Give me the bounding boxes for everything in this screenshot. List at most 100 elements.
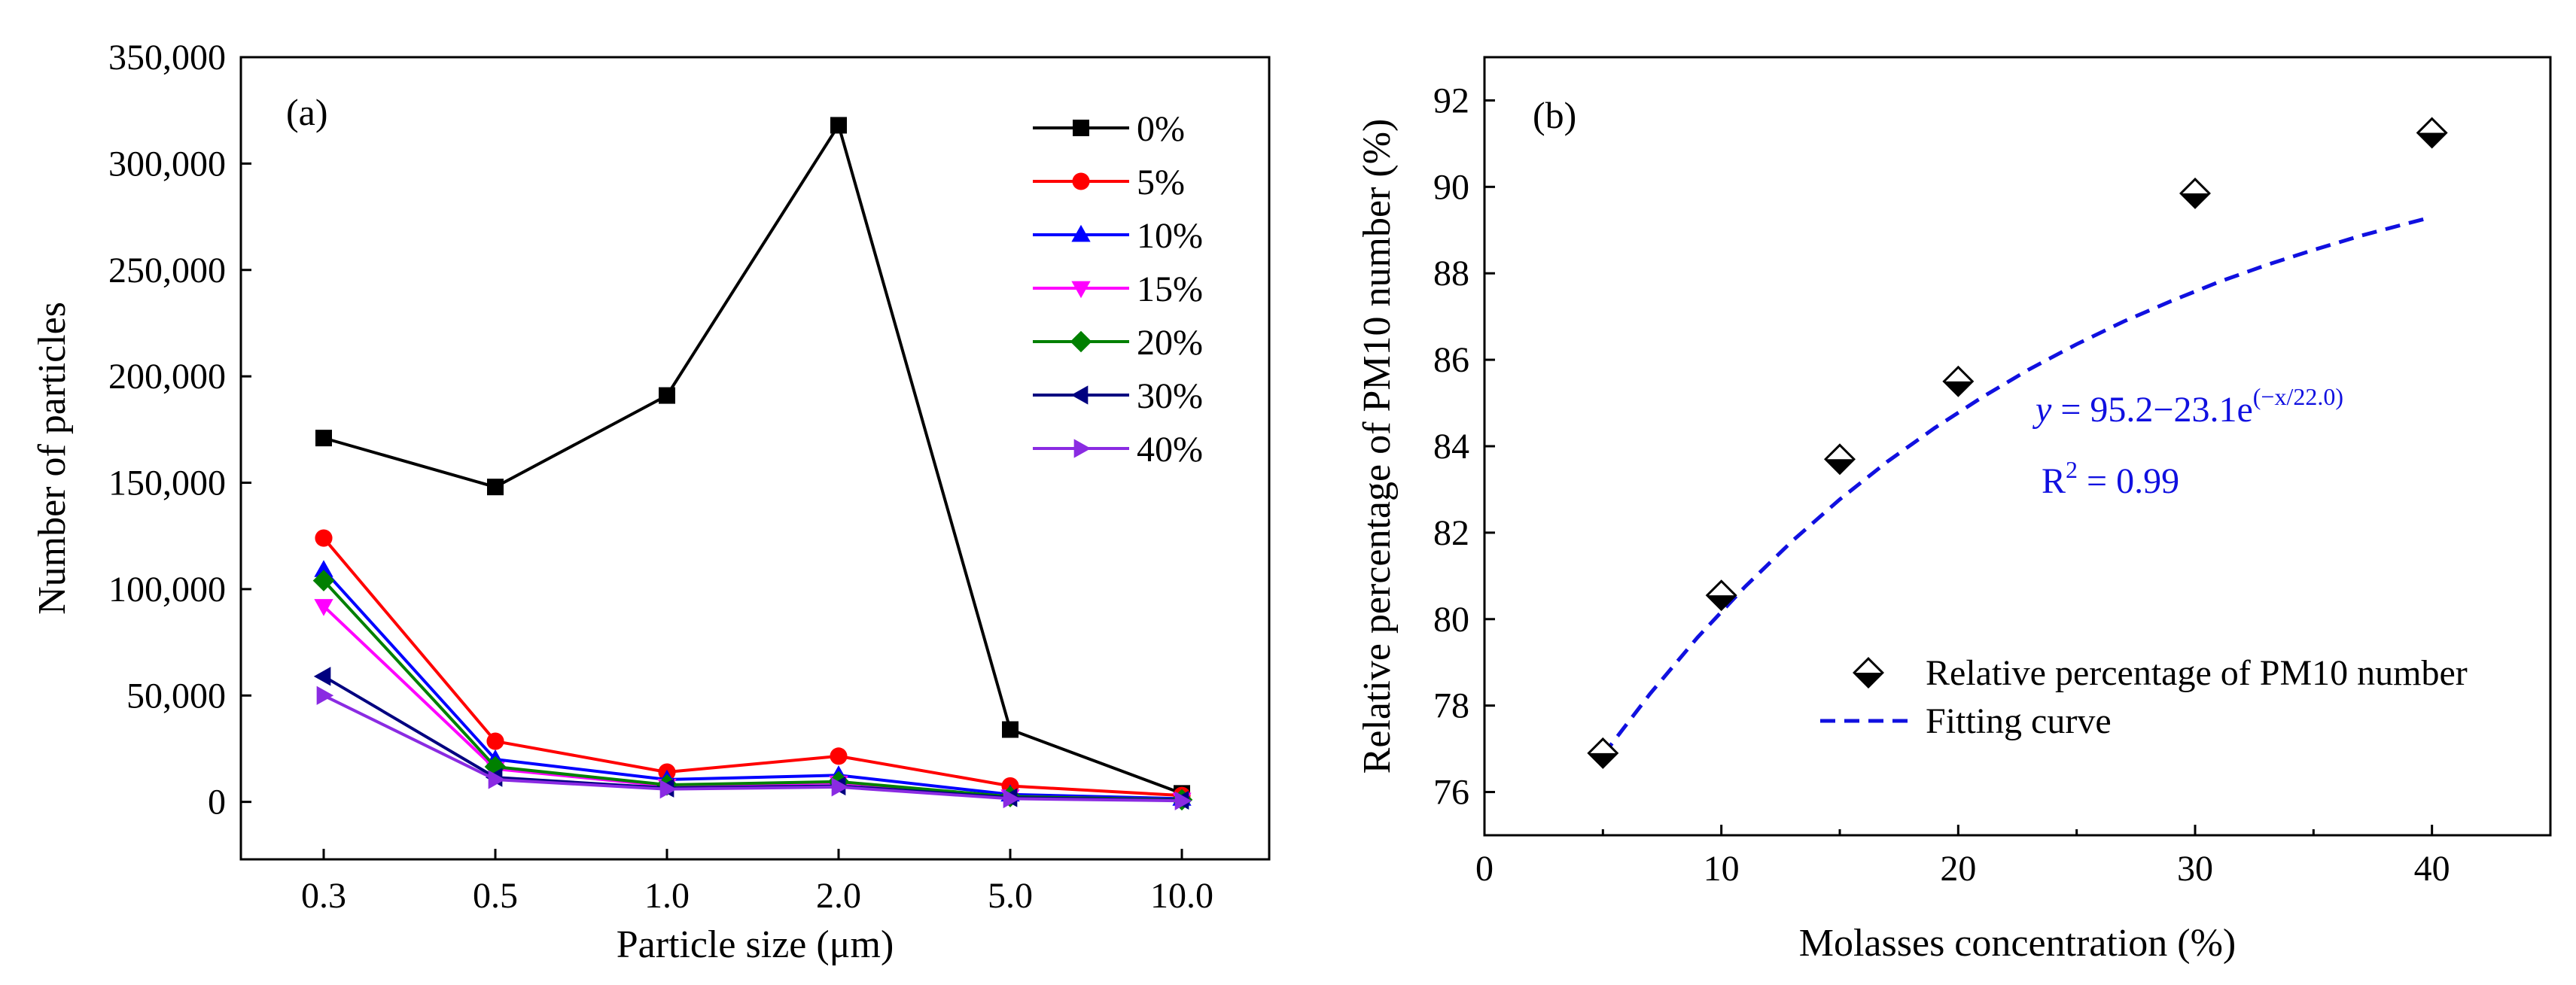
data-point — [1002, 721, 1019, 738]
x-axis-title-b: Molasses concentration (%) — [1799, 922, 2236, 965]
legend-item-a: 10% — [1033, 216, 1203, 256]
marker-fill — [1707, 595, 1736, 610]
x-tick-label-a: 0.5 — [473, 876, 518, 916]
legend-marker — [1071, 281, 1091, 299]
legend-marker — [1072, 172, 1090, 190]
y-tick-label-b: 90 — [1433, 167, 1469, 207]
x-tick-label-a: 0.3 — [301, 876, 346, 916]
series-line — [322, 569, 1183, 801]
series-line — [323, 694, 1183, 803]
y-tick-label-a: 50,000 — [126, 676, 226, 716]
series-pm10-points — [1587, 117, 2448, 769]
legend-item-a: 5% — [1033, 163, 1185, 202]
data-point — [2179, 177, 2211, 209]
data-point — [1824, 443, 1856, 476]
marker-fill — [1588, 752, 1618, 768]
y-tick-label-b: 76 — [1433, 773, 1469, 813]
data-point — [2416, 117, 2448, 149]
data-point — [1174, 791, 1192, 810]
panel-label-b: (b) — [1533, 94, 1576, 136]
fit-equation-body: = 95.2−23.1e — [2051, 390, 2252, 430]
legend-item-a: 30% — [1033, 376, 1203, 416]
y-tick-label-a: 150,000 — [108, 464, 226, 503]
y-tick-label-b: 82 — [1433, 513, 1469, 553]
x-tick-label-a: 10.0 — [1150, 876, 1213, 916]
x-axis-a: 0.3 0.5 1.0 2.0 5.0 10.0 — [301, 849, 1213, 916]
x-axis-title-a: Particle size (μm) — [617, 923, 894, 966]
y-tick-label-a: 0 — [208, 783, 226, 822]
legend-marker — [1073, 439, 1092, 458]
marker-fill — [2417, 132, 2447, 147]
y-tick-label-a: 100,000 — [108, 570, 226, 610]
legend-a: 0% 5% 10% 15% 20% 30% 40% — [1033, 109, 1203, 470]
data-point — [316, 686, 334, 705]
legend-item-points: Relative percentage of PM10 number — [1853, 653, 2468, 693]
r2-superscript: 2 — [2066, 456, 2078, 483]
y-axis-title-b: Relative percentage of PM10 number (%) — [1356, 119, 1399, 774]
legend-item-a: 0% — [1033, 109, 1185, 149]
data-point — [315, 529, 333, 547]
y-tick-label-b: 92 — [1433, 81, 1469, 120]
x-tick-label-a: 5.0 — [988, 876, 1033, 916]
legend-item-a: 20% — [1033, 323, 1203, 363]
data-point — [486, 732, 504, 750]
data-point — [659, 387, 675, 404]
legend-label: 0% — [1137, 109, 1185, 149]
x-tick-label-b: 10 — [1704, 849, 1740, 889]
fit-r-squared: R2 = 0.99 — [2042, 456, 2179, 501]
series-group-b — [1587, 117, 2448, 769]
series-group-a — [312, 117, 1193, 811]
data-point — [315, 430, 332, 447]
data-point — [830, 117, 847, 134]
legend-label: 30% — [1137, 376, 1203, 416]
fitting-curve-line — [1601, 215, 2433, 757]
data-point — [831, 777, 849, 797]
series-a-5 — [312, 570, 1193, 811]
data-point — [1705, 579, 1737, 612]
series-line — [322, 605, 1183, 801]
data-point — [488, 770, 506, 789]
x-tick-label-b: 20 — [1940, 849, 1976, 889]
marker-fill — [2181, 193, 2209, 208]
legend-marker — [1070, 385, 1089, 405]
y-tick-label-a: 300,000 — [108, 144, 226, 184]
data-point — [313, 667, 331, 686]
legend-b: Relative percentage of PM10 number Fittin… — [1820, 653, 2468, 741]
legend-label: 15% — [1137, 269, 1203, 309]
y-tick-label-b: 84 — [1433, 427, 1469, 467]
y-axis-b: 76 78 80 82 84 86 88 90 92 — [1433, 81, 1495, 813]
data-point — [659, 780, 677, 799]
y-tick-label-b: 86 — [1433, 340, 1469, 380]
y-tick-label-a: 350,000 — [108, 38, 226, 78]
marker-fill — [1825, 459, 1854, 474]
data-point — [1942, 365, 1975, 397]
y-tick-label-a: 250,000 — [108, 251, 226, 290]
x-tick-label-b: 30 — [2177, 849, 2213, 889]
x-tick-label-b: 0 — [1475, 849, 1494, 889]
series-line — [322, 537, 1183, 798]
fit-equation: y = 95.2−23.1e(−x/22.0) — [2032, 383, 2343, 430]
data-point — [314, 599, 333, 616]
legend-label: 10% — [1137, 216, 1203, 256]
series-a-7 — [316, 686, 1192, 810]
data-point — [830, 747, 848, 765]
data-point — [312, 570, 335, 591]
data-point — [1587, 737, 1619, 769]
legend-item-fit: Fitting curve — [1820, 701, 2112, 741]
y-axis-title-a: Number of particles — [31, 302, 74, 615]
r2-suffix: = 0.99 — [2078, 461, 2179, 501]
fit-equation-exponent: (−x/22.0) — [2253, 383, 2343, 410]
data-point — [314, 560, 333, 577]
x-tick-label-a: 2.0 — [816, 876, 861, 916]
series-line — [322, 675, 1183, 802]
x-axis-b: 0 10 20 30 40 — [1475, 825, 2450, 889]
chart-b: 76 78 80 82 84 86 88 90 92 0 10 20 30 40 (b) Molasse… — [1356, 56, 2552, 965]
x-tick-label-b: 40 — [2414, 849, 2450, 889]
series-fitting-curve — [1601, 215, 2433, 757]
series-a-1 — [315, 117, 1190, 802]
legend-marker — [1071, 224, 1091, 242]
legend-label: 20% — [1137, 323, 1203, 363]
legend-marker — [1853, 657, 1884, 689]
legend-label: 5% — [1137, 163, 1185, 202]
